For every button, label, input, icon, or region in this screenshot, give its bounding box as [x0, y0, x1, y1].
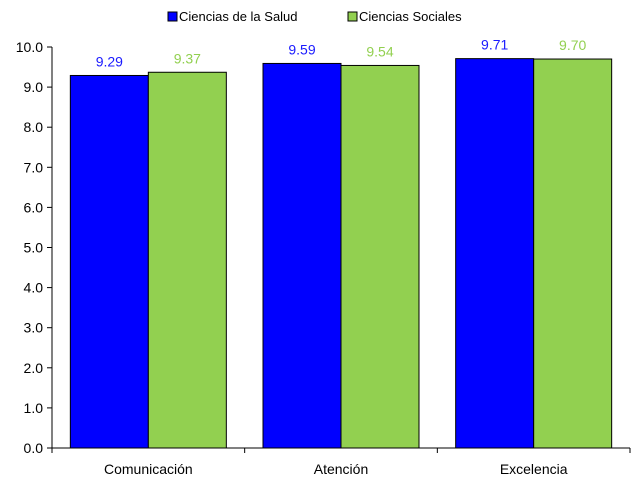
bar-ciencias-salud	[455, 58, 535, 449]
bar-value-label: 9.54	[366, 43, 393, 59]
legend-label: Ciencias Sociales	[359, 9, 462, 24]
y-tick-label: 4.0	[24, 280, 44, 296]
bar-ciencias-sociales	[533, 58, 613, 449]
x-category-label: Atención	[314, 461, 368, 477]
y-tick-label: 10.0	[16, 39, 43, 55]
y-tick-label: 8.0	[24, 119, 44, 135]
bar-value-label: 9.29	[96, 53, 123, 69]
y-tick-label: 5.0	[24, 240, 44, 256]
y-tick-label: 1.0	[24, 400, 44, 416]
x-category-label: Comunicación	[104, 461, 193, 477]
y-tick-label: 3.0	[24, 320, 44, 336]
legend-swatch	[167, 11, 178, 22]
y-tick-label: 9.0	[24, 79, 44, 95]
y-tick-label: 6.0	[24, 199, 44, 215]
y-tick-label: 2.0	[24, 360, 44, 376]
y-tick-label: 0.0	[24, 440, 44, 456]
legend: Ciencias de la Salud Ciencias Sociales	[167, 9, 462, 24]
legend-swatch	[347, 11, 358, 22]
legend-label: Ciencias de la Salud	[179, 9, 298, 24]
bars	[69, 58, 613, 449]
x-category-label: Excelencia	[500, 461, 568, 477]
bar-ciencias-salud	[262, 62, 342, 449]
axes: 0.0 1.0 2.0 3.0 4.0 5.0 6.0 7.0 8.0 9.0 10.0 Comuni…	[16, 39, 631, 477]
y-tick-label: 7.0	[24, 159, 44, 175]
data-labels: 9.29 9.59 9.71 9.37 9.54 9.70	[96, 37, 587, 70]
bar-value-label: 9.70	[559, 37, 586, 53]
bar-value-label: 9.37	[174, 50, 201, 66]
bar-value-label: 9.59	[288, 41, 315, 57]
bar-ciencias-sociales	[340, 64, 420, 449]
bar-ciencias-salud	[69, 74, 149, 449]
bar-ciencias-sociales	[147, 71, 227, 449]
bar-value-label: 9.71	[481, 37, 508, 53]
